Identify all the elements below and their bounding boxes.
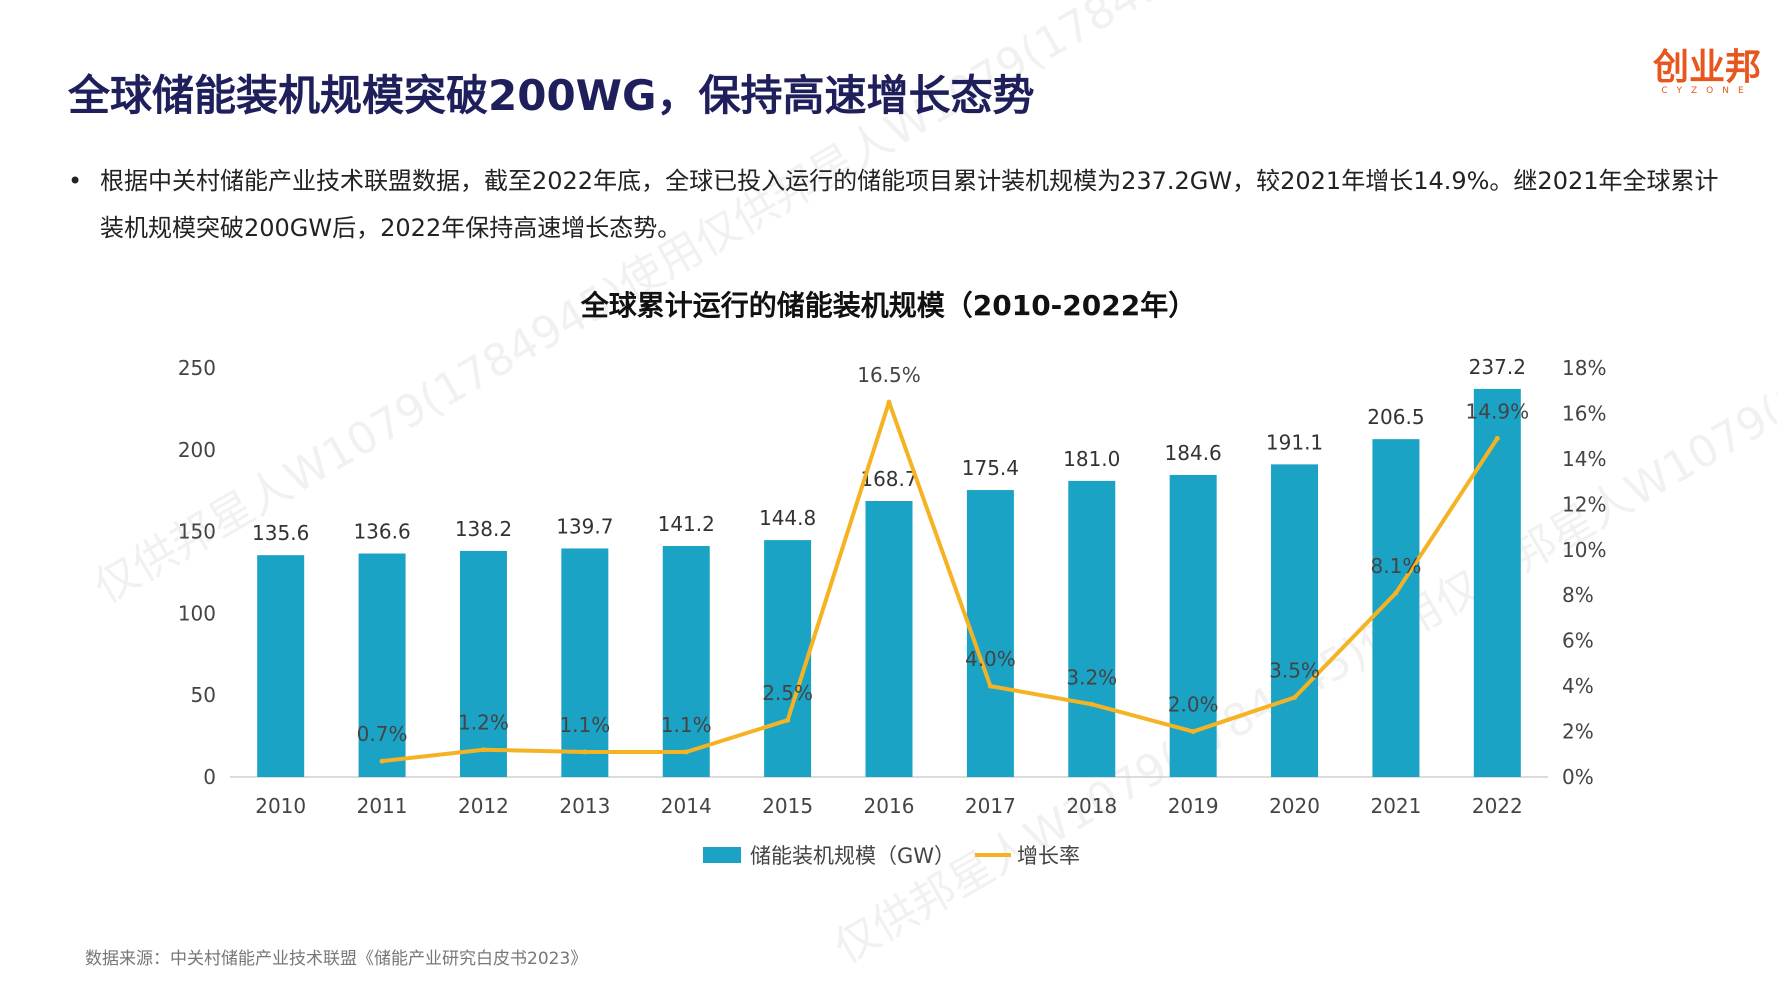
bar-data-label: 136.6 [353, 520, 410, 544]
bar-data-label: 168.7 [860, 467, 917, 491]
bar-data-label: 139.7 [556, 514, 613, 538]
legend-line-label: 增长率 [1017, 844, 1080, 868]
x-tick-label: 2011 [357, 794, 408, 818]
bar [1068, 480, 1116, 777]
line-data-label: 3.5% [1269, 658, 1320, 682]
bar [257, 555, 305, 777]
line-point [1393, 590, 1399, 596]
x-tick-label: 2014 [661, 794, 712, 818]
line-point [1292, 694, 1298, 700]
y-tick-label: 0 [203, 765, 216, 789]
y2-tick-label: 16% [1562, 401, 1606, 425]
y-tick-label: 150 [178, 520, 216, 544]
line-data-label: 14.9% [1466, 399, 1530, 423]
summary-bullet: • 根据中关村储能产业技术联盟数据，截至2022年底，全球已投入运行的储能项目累… [68, 158, 1733, 252]
y-tick-label: 250 [178, 356, 216, 380]
x-tick-label: 2015 [762, 794, 813, 818]
growth-line [381, 400, 1499, 764]
line-point [379, 758, 385, 764]
legend-bar-label: 储能装机规模（GW） [750, 844, 955, 868]
bar [966, 490, 1014, 777]
chart-title: 全球累计运行的储能装机规模（2010-2022年） [580, 289, 1197, 322]
line-point [987, 683, 993, 689]
page-title: 全球储能装机规模突破200WG，保持高速增长态势 [68, 71, 1035, 120]
bar [865, 501, 913, 777]
x-tick-label: 2013 [559, 794, 610, 818]
bullet-dot-icon: • [68, 167, 83, 195]
bar [561, 548, 609, 777]
line-data-label: 0.7% [357, 722, 408, 746]
line-data-label: 1.2% [458, 711, 509, 735]
y2-tick-label: 8% [1562, 583, 1594, 607]
x-tick-label: 2010 [255, 794, 306, 818]
bar-data-label: 135.6 [252, 521, 309, 545]
line-point [582, 749, 588, 755]
line-point [886, 399, 892, 405]
y2-tick-label: 14% [1562, 447, 1606, 471]
line-point [785, 717, 791, 723]
bar-data-label: 175.4 [962, 456, 1019, 480]
logo-subtext: CYZONE [1661, 86, 1753, 96]
line-data-label: 2.0% [1168, 693, 1219, 717]
bar [662, 545, 710, 777]
bar [764, 540, 812, 777]
line-point [683, 749, 689, 755]
bar [1271, 464, 1319, 777]
x-tick-label: 2016 [864, 794, 915, 818]
bar [1473, 388, 1521, 777]
bar-data-label: 191.1 [1266, 430, 1323, 454]
line-point [480, 747, 486, 753]
source-note: 数据来源：中关村储能产业技术联盟《储能产业研究白皮书2023》 [85, 949, 588, 969]
y2-tick-label: 18% [1562, 356, 1606, 380]
brand-logo: 创业邦 CYZONE [1652, 47, 1762, 97]
bar-data-label: 181.0 [1063, 447, 1120, 471]
summary-text: 根据中关村储能产业技术联盟数据，截至2022年底，全球已投入运行的储能项目累计装… [100, 167, 1719, 242]
line-data-label: 16.5% [857, 363, 921, 387]
y2-tick-label: 10% [1562, 538, 1606, 562]
x-tick-label: 2017 [965, 794, 1016, 818]
line-point [1089, 701, 1095, 707]
x-tick-label: 2021 [1370, 794, 1421, 818]
x-tick-label: 2020 [1269, 794, 1320, 818]
y2-tick-label: 0% [1562, 765, 1594, 789]
bar [459, 550, 507, 777]
x-tick-label: 2019 [1168, 794, 1219, 818]
line-point [1494, 435, 1500, 441]
bar-data-label: 141.2 [658, 512, 715, 536]
bar [358, 553, 406, 777]
line-data-label: 1.1% [559, 713, 610, 737]
bar-data-label: 144.8 [759, 506, 816, 530]
y2-tick-label: 4% [1562, 674, 1594, 698]
x-tick-label: 2022 [1472, 794, 1523, 818]
x-tick-label: 2012 [458, 794, 509, 818]
x-tick-label: 2018 [1066, 794, 1117, 818]
line-data-label: 2.5% [762, 681, 813, 705]
line-data-label: 4.0% [965, 647, 1016, 671]
bar-data-label: 184.6 [1165, 441, 1222, 465]
y-tick-label: 200 [178, 438, 216, 462]
y-tick-label: 100 [178, 601, 216, 625]
bar-data-label: 138.2 [455, 517, 512, 541]
bar-data-label: 206.5 [1367, 405, 1424, 429]
y2-tick-label: 6% [1562, 629, 1594, 653]
legend-bar-swatch [703, 847, 741, 863]
line-data-label: 1.1% [661, 713, 712, 737]
y2-tick-label: 12% [1562, 492, 1606, 516]
bar-data-label: 237.2 [1469, 355, 1526, 379]
line-data-label: 3.2% [1066, 665, 1117, 689]
logo-text: 创业邦 [1652, 47, 1761, 88]
y-tick-label: 50 [191, 683, 216, 707]
y2-tick-label: 2% [1562, 720, 1594, 744]
line-point [1190, 729, 1196, 735]
line-data-label: 8.1% [1371, 554, 1422, 578]
